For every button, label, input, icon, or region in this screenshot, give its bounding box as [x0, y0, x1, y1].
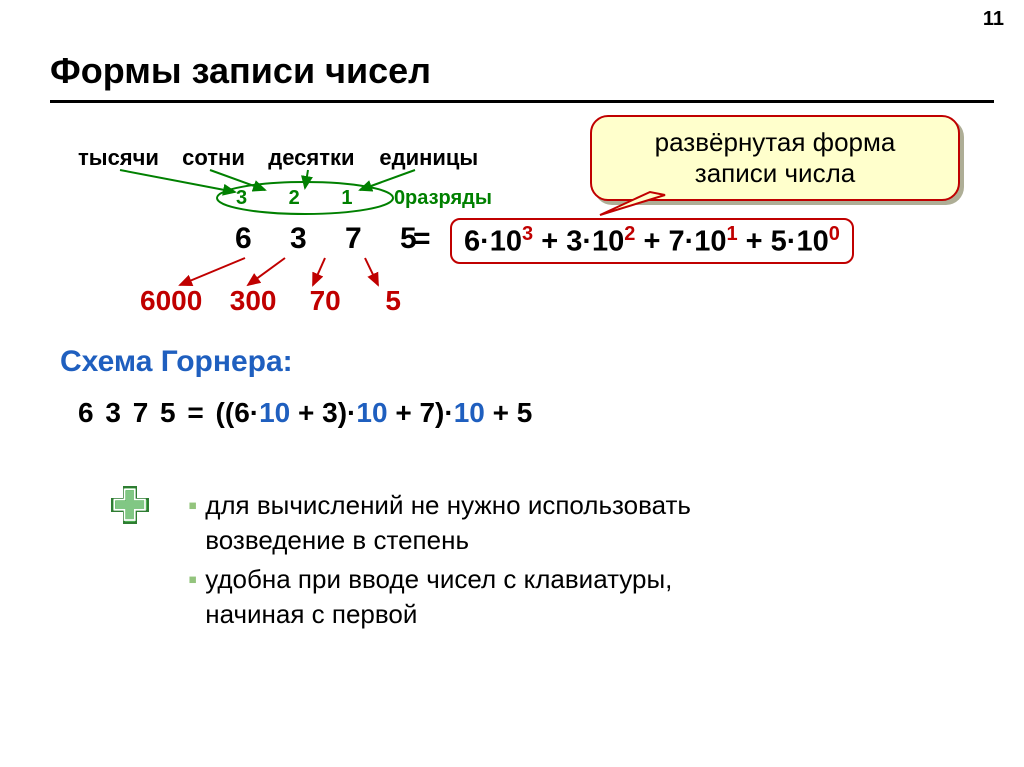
b2a: удобна при вводе чисел с клавиатуры, — [205, 564, 672, 594]
label-units: единицы — [379, 145, 478, 171]
label-thousands: тысячи — [78, 145, 176, 171]
digit-indices: 3 2 1 0 — [236, 187, 423, 210]
exp2: 2 — [624, 223, 635, 245]
hp1: ((6· — [216, 397, 260, 428]
term3: + 7·10 — [635, 226, 726, 258]
term1: 6·10 — [464, 226, 522, 258]
value-70: 70 — [310, 285, 378, 317]
callout-line2: записи числа — [695, 158, 855, 188]
hten1: 10 — [259, 397, 290, 428]
b1a: для вычислений не нужно использовать — [205, 490, 691, 520]
hten2: 10 — [356, 397, 387, 428]
exp1: 3 — [522, 223, 533, 245]
value-6000: 6000 — [140, 285, 222, 317]
title-underline — [50, 100, 994, 103]
place-names-row: тысячи сотни десятки единицы — [78, 145, 478, 171]
label-razryady: разряды — [405, 187, 492, 210]
horner-heading: Схема Горнера: — [60, 345, 293, 379]
hp4: + 5 — [485, 397, 532, 428]
main-number: 6 3 7 5 — [235, 222, 432, 256]
bullet-marker-icon: ▪ — [188, 490, 197, 520]
callout-line1: развёрнутая форма — [655, 127, 896, 157]
expanded-form-box: 6·103 + 3·102 + 7·101 + 5·100 — [450, 218, 854, 264]
label-tens: десятки — [268, 145, 373, 171]
equals-sign: = — [413, 222, 431, 256]
exp3: 1 — [726, 223, 737, 245]
advantages-list: ▪ для вычислений не нужно использовать ▪ в… — [188, 488, 691, 636]
page-number: 11 — [983, 8, 1004, 31]
term2: + 3·10 — [533, 226, 624, 258]
value-5: 5 — [385, 285, 401, 317]
callout-expanded-form: развёрнутая форма записи числа — [590, 115, 960, 201]
bullet-2: ▪удобна при вводе чисел с клавиатуры, ▪н… — [188, 562, 691, 632]
bullet-1: ▪для вычислений не нужно использовать ▪в… — [188, 488, 691, 558]
label-hundreds: сотни — [182, 145, 262, 171]
place-values-row: 6000 300 70 5 — [140, 285, 401, 317]
hten3: 10 — [454, 397, 485, 428]
term4: + 5·10 — [738, 226, 829, 258]
hp3: + 7)· — [388, 397, 454, 428]
exp4: 0 — [829, 223, 840, 245]
horner-equation: 6 3 7 5 = ((6·10 + 3)·10 + 7)·10 + 5 — [78, 397, 532, 429]
plus-icon — [108, 483, 152, 527]
horner-lhs: 6 3 7 5 = — [78, 397, 216, 428]
b1b: возведение в степень — [205, 525, 469, 555]
page-title: Формы записи чисел — [50, 50, 431, 92]
hp2: + 3)· — [290, 397, 356, 428]
bullet-marker-icon: ▪ — [188, 564, 197, 594]
value-300: 300 — [230, 285, 302, 317]
b2b: начиная с первой — [205, 599, 417, 629]
